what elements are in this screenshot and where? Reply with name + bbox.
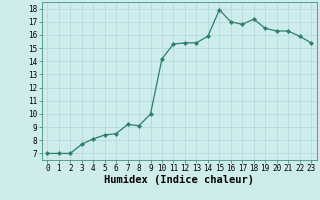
X-axis label: Humidex (Indice chaleur): Humidex (Indice chaleur) — [104, 175, 254, 185]
